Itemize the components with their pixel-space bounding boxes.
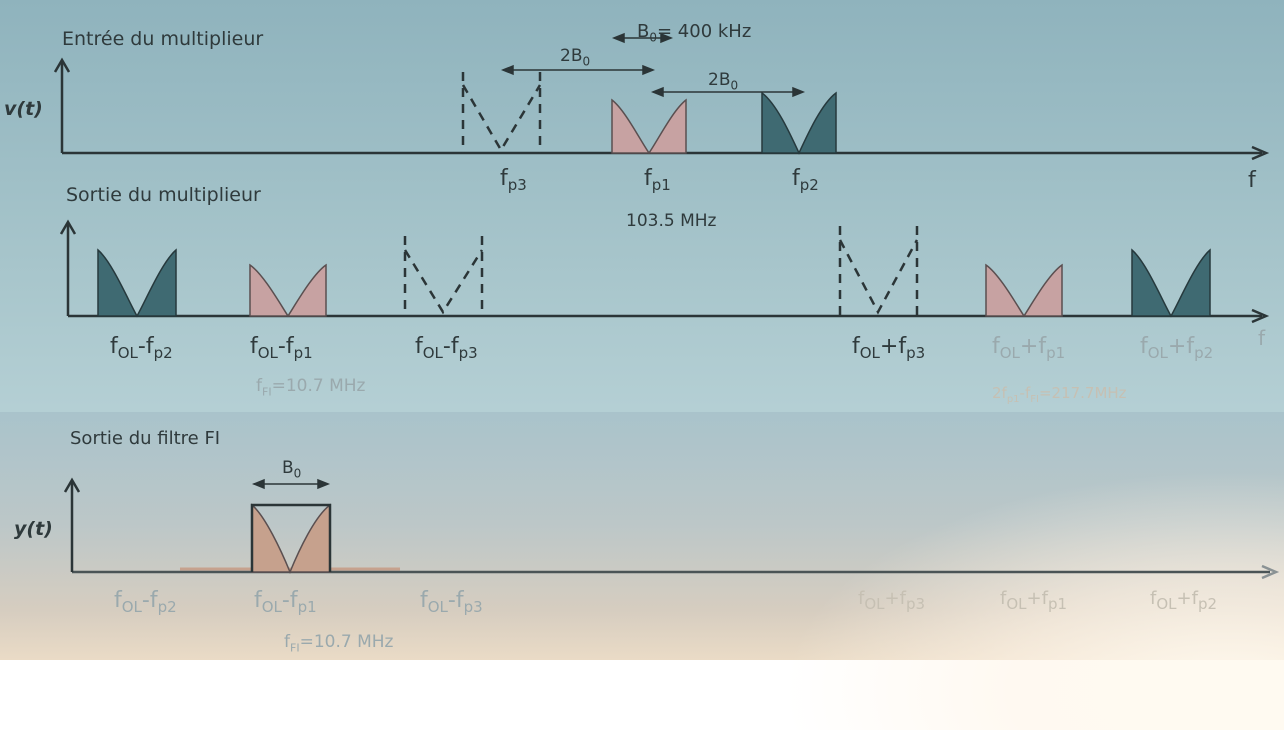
s3-bandwidth-arrow bbox=[251, 478, 331, 490]
s1-fp2-spectrum bbox=[761, 91, 837, 155]
s1-2b0-label-right: 2B0 bbox=[708, 70, 739, 93]
s3-label-fol+fp2: fOL+fp2 bbox=[1150, 588, 1218, 613]
s3-y-axis-label: y(t) bbox=[14, 518, 53, 540]
s2-fol+fp1-spectrum bbox=[985, 263, 1063, 318]
s2-label-fol-fp1: fOL-fp1 bbox=[250, 334, 313, 362]
s2-label-fol-fp3: fOL-fp3 bbox=[415, 334, 478, 362]
s3-label-fol-fp3: fOL-fp3 bbox=[420, 588, 483, 616]
s1-fp1-spectrum bbox=[611, 98, 687, 155]
s2-fol-fp1-spectrum bbox=[249, 263, 327, 318]
s1-2b0-label-left: 2B0 bbox=[560, 46, 591, 69]
s2-label-fol-fp2: fOL-fp2 bbox=[110, 334, 173, 362]
s2-label-fol+fp1: fOL+fp1 bbox=[992, 334, 1066, 362]
s3-filter-window bbox=[250, 503, 332, 572]
s2-fol+fp2-spectrum bbox=[1131, 248, 1211, 318]
s1-label-fp3: fp3 bbox=[500, 166, 527, 194]
s2-fi-note: fFI=10.7 MHz bbox=[256, 376, 366, 399]
s1-y-axis-label: v(t) bbox=[4, 98, 43, 120]
s3-label-fol+fp3: fOL+fp3 bbox=[858, 588, 926, 613]
s2-title: Sortie du multiplieur bbox=[66, 184, 261, 206]
s2-label-fol+fp2: fOL+fp2 bbox=[1140, 334, 1214, 362]
s1-fp3-dashed-spectrum bbox=[461, 72, 542, 153]
s3-filtered-band bbox=[251, 503, 331, 574]
s3-label-fol-fp1: fOL-fp1 bbox=[254, 588, 317, 616]
s1-freq-note: 103.5 MHz bbox=[626, 211, 717, 231]
s2-fol-fp3-dashed-spectrum bbox=[403, 236, 484, 316]
s3-axes bbox=[63, 477, 1280, 580]
s2-fol+fp3-dashed-spectrum bbox=[838, 226, 919, 316]
s2-axes bbox=[59, 219, 1270, 324]
s3-fi-note: fFI=10.7 MHz bbox=[284, 632, 394, 655]
s3-title: Sortie du filtre FI bbox=[70, 428, 221, 449]
s3-label-fol-fp2: fOL-fp2 bbox=[114, 588, 177, 616]
s2-fol-fp2-spectrum bbox=[97, 248, 177, 318]
s1-label-fp1: fp1 bbox=[644, 166, 671, 194]
s2-sum-note: 2fp1-fFI=217.7MHz bbox=[992, 384, 1127, 405]
s3-bandwidth-label: B0 bbox=[282, 458, 302, 481]
s1-label-fp2: fp2 bbox=[792, 166, 819, 194]
s1-bandwidth-label: B0= 400 kHz bbox=[637, 21, 752, 45]
s3-label-fol+fp1: fOL+fp1 bbox=[1000, 588, 1068, 613]
s1-title: Entrée du multiplieur bbox=[62, 28, 264, 50]
s2-x-axis-label: f bbox=[1258, 326, 1266, 350]
spectrum-diagram bbox=[53, 32, 1280, 580]
s1-x-axis-label: f bbox=[1248, 168, 1256, 193]
s1-dimension-arrows bbox=[500, 32, 806, 98]
s2-label-fol+fp3: fOL+fp3 bbox=[852, 334, 926, 362]
